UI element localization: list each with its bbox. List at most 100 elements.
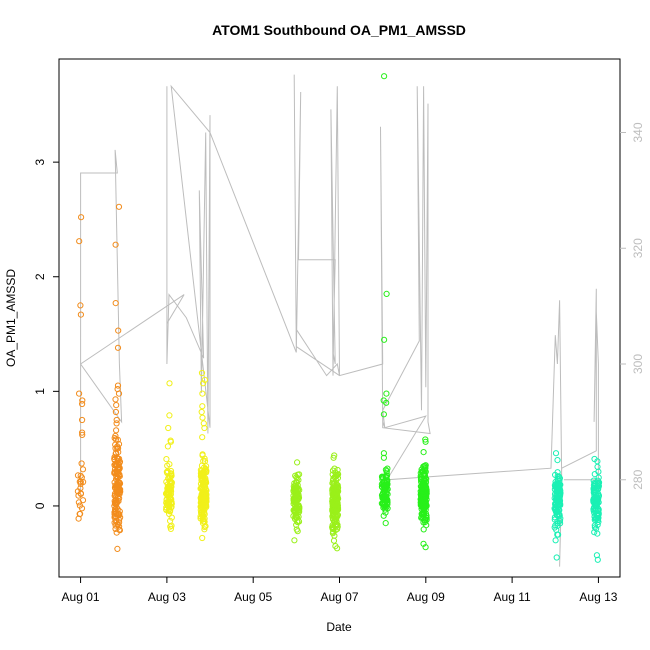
data-point	[77, 302, 84, 309]
data-point	[552, 503, 559, 511]
data-point	[557, 515, 564, 522]
data-point	[384, 491, 391, 498]
data-point	[199, 414, 206, 421]
data-point	[380, 512, 387, 519]
data-point	[74, 488, 82, 495]
data-point	[422, 544, 429, 551]
data-point	[293, 500, 300, 507]
data-point	[78, 460, 85, 467]
data-point	[383, 474, 390, 481]
data-point	[79, 431, 86, 438]
data-point	[76, 238, 83, 245]
data-point	[556, 517, 564, 525]
data-point	[111, 502, 118, 510]
secondary-series-line	[79, 74, 599, 567]
data-point	[77, 480, 84, 487]
data-point	[329, 522, 336, 529]
x-tick-label: Aug 03	[148, 590, 186, 604]
data-point	[594, 530, 601, 537]
data-point	[168, 472, 175, 479]
data-point	[420, 503, 427, 510]
x-tick-label: Aug 01	[62, 590, 100, 604]
data-point	[165, 483, 173, 490]
data-point	[332, 469, 339, 476]
data-point	[594, 463, 601, 470]
data-point	[79, 466, 87, 473]
x-tick-label: Aug 07	[320, 590, 358, 604]
data-point	[422, 436, 429, 443]
data-point	[199, 481, 206, 488]
y-tick-label: 2	[33, 273, 47, 280]
data-point	[117, 514, 124, 521]
data-point	[422, 438, 429, 445]
data-point	[291, 537, 298, 544]
data-point	[290, 486, 298, 493]
data-point	[330, 491, 337, 498]
data-point	[552, 471, 559, 478]
plot-area	[74, 73, 603, 567]
data-point	[595, 480, 602, 487]
data-point	[163, 456, 170, 463]
data-point	[199, 434, 206, 441]
data-point	[331, 532, 338, 539]
data-point	[116, 472, 123, 479]
data-point	[115, 203, 123, 210]
data-point	[554, 494, 561, 501]
data-point	[380, 454, 387, 461]
data-point	[421, 497, 428, 504]
data-point	[79, 429, 86, 436]
x-axis-label: Date	[326, 620, 352, 634]
data-point	[295, 494, 303, 501]
data-point	[553, 554, 560, 561]
data-point	[115, 327, 122, 334]
data-point	[334, 485, 341, 492]
data-point	[420, 512, 427, 519]
y2-tick-label: 320	[631, 238, 645, 258]
y2-tick-label: 340	[631, 122, 645, 142]
data-point	[166, 492, 173, 499]
data-point	[201, 424, 208, 432]
data-point	[384, 478, 391, 485]
data-point	[198, 408, 205, 416]
data-point	[383, 290, 390, 297]
data-point	[116, 488, 123, 496]
data-point	[112, 436, 120, 443]
data-point	[199, 534, 206, 542]
data-point	[76, 390, 83, 397]
data-point	[200, 458, 207, 465]
data-point	[115, 390, 123, 397]
data-point	[201, 376, 208, 383]
data-point	[168, 514, 175, 521]
data-point	[418, 491, 426, 498]
data-point	[78, 214, 85, 221]
y-tick-label: 1	[33, 388, 47, 395]
chart-title: ATOM1 Southbound OA_PM1_AMSSD	[212, 22, 466, 38]
data-point	[554, 457, 561, 464]
data-point	[113, 517, 120, 524]
data-point	[112, 241, 119, 248]
data-point	[554, 531, 561, 538]
x-tick-label: Aug 13	[579, 590, 617, 604]
y2-tick-label: 280	[631, 469, 645, 489]
data-point	[168, 479, 175, 486]
data-point	[333, 518, 340, 525]
data-point	[76, 502, 84, 509]
data-point	[74, 472, 82, 479]
data-point	[292, 484, 299, 491]
data-point	[112, 408, 120, 416]
data-point	[294, 459, 301, 466]
data-point	[552, 450, 560, 457]
data-point	[332, 513, 339, 520]
data-point	[199, 502, 206, 509]
data-point	[332, 521, 339, 528]
data-point	[112, 505, 119, 513]
data-point	[422, 519, 429, 526]
data-point	[378, 500, 385, 507]
data-point	[198, 492, 206, 499]
data-point	[114, 344, 122, 351]
data-point	[113, 463, 120, 470]
data-point	[553, 507, 560, 515]
data-point	[556, 477, 563, 484]
data-point	[417, 475, 425, 482]
